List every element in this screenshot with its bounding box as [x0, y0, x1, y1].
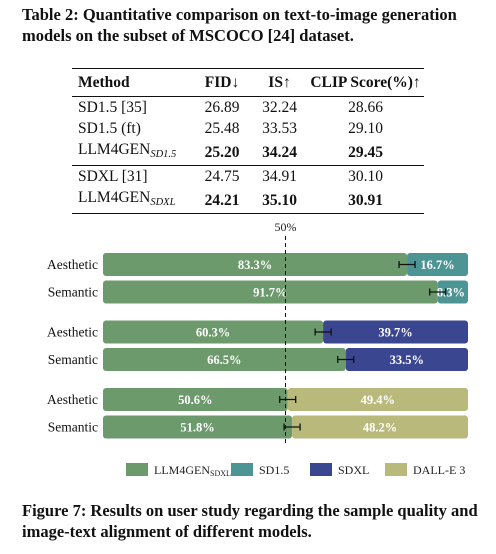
- table-body: SD1.5 [35] 26.89 32.24 28.66 SD1.5 (ft) 25.48…: [72, 97, 424, 214]
- table-row: LLM4GENSD1.5 25.20 34.24 29.45: [72, 139, 424, 166]
- clip-score-cell: 28.66: [348, 99, 383, 116]
- is-cell: 34.24: [262, 143, 297, 161]
- bar-segment-right: [292, 415, 468, 439]
- fid-cell: 24.21: [204, 191, 240, 209]
- legend-swatch: [126, 463, 148, 476]
- legend-label: SD1.5: [259, 463, 289, 477]
- bar-value-label: 33.5%: [390, 353, 424, 367]
- user-study-chart: 50% Aesthetic 83.3% 16.7% Semantic 91.7% 8.3% A…: [47, 222, 468, 478]
- fid-cell: 25.20: [204, 143, 240, 161]
- header-is: IS↑: [268, 74, 291, 91]
- is-cell: 34.91: [262, 168, 297, 185]
- row-label: Aesthetic: [47, 325, 98, 340]
- bar-segment-right: [323, 320, 468, 344]
- legend-label-subscript: SDXL: [210, 469, 231, 478]
- table-header-row: Method FID↓ IS↑ CLIP Score(%)↑: [72, 68, 424, 97]
- is-cell: 33.53: [262, 120, 297, 137]
- bar-segment-right: [287, 388, 468, 411]
- bar-value-label: 91.7%: [253, 286, 287, 300]
- method-cell: LLM4GENSD1.5: [72, 139, 192, 166]
- method-subscript: SD1.5: [150, 149, 177, 160]
- table-row: SD1.5 [35] 26.89 32.24 28.66: [72, 97, 424, 119]
- method-subscript: SDXL: [150, 197, 176, 208]
- legend-swatch: [231, 463, 253, 476]
- row-label: Semantic: [48, 420, 98, 435]
- fid-cell: 26.89: [204, 99, 240, 116]
- bar-value-label: 83.3%: [238, 258, 272, 272]
- legend-label: LLM4GENSDXL: [154, 463, 231, 478]
- results-table: Method FID↓ IS↑ CLIP Score(%)↑ SD1.5 [35…: [72, 68, 424, 214]
- row-label: Semantic: [48, 285, 98, 300]
- method-name: LLM4GEN: [78, 141, 151, 158]
- bar-value-label: 8.3%: [437, 286, 465, 300]
- table-caption: Table 2: Quantitative comparison on text…: [22, 5, 457, 45]
- header-fid: FID↓: [204, 74, 240, 91]
- method-cell: SDXL [31]: [72, 166, 192, 188]
- method-cell: SD1.5 (ft): [72, 118, 192, 139]
- row-label: Semantic: [48, 352, 98, 367]
- method-name: SD1.5 (ft): [78, 120, 141, 137]
- bar-value-label: 48.2%: [363, 421, 397, 435]
- bar-segment-left: [103, 253, 408, 276]
- reference-line-label: 50%: [275, 222, 297, 234]
- clip-score-cell: 29.10: [348, 120, 383, 137]
- method-cell: SD1.5 [35]: [72, 97, 192, 119]
- legend-label: SDXL: [338, 463, 369, 477]
- bar-segment-left: [103, 388, 288, 411]
- method-name: SD1.5 [35]: [78, 99, 147, 116]
- header-clip: CLIP Score(%)↑: [310, 74, 421, 91]
- bar-segment-right: [407, 253, 468, 276]
- is-cell: 32.24: [262, 99, 297, 116]
- bar-value-label: 51.8%: [180, 421, 214, 435]
- bar-segment-left: [103, 280, 438, 304]
- bar-value-label: 16.7%: [420, 258, 454, 272]
- bar-value-label: 39.7%: [378, 326, 412, 340]
- method-name: SDXL [31]: [78, 168, 148, 185]
- clip-score-cell: 30.10: [348, 168, 383, 185]
- method-cell: LLM4GENSDXL: [72, 187, 192, 214]
- legend-swatch: [385, 463, 407, 476]
- table-row: SD1.5 (ft) 25.48 33.53 29.10: [72, 118, 424, 139]
- legend-label: DALL-E 3: [413, 463, 465, 477]
- bar-segment-right: [345, 348, 468, 371]
- table-row: LLM4GENSDXL 24.21 35.10 30.91: [72, 187, 424, 214]
- table-row: SDXL [31] 24.75 34.91 30.10: [72, 165, 424, 188]
- fid-cell: 25.48: [204, 120, 240, 137]
- legend-swatch: [310, 463, 332, 476]
- clip-score-cell: 29.45: [348, 143, 383, 161]
- bar-value-label: 49.4%: [361, 393, 395, 407]
- is-cell: 35.10: [262, 191, 297, 209]
- figure-caption: Figure 7: Results on user study regardin…: [22, 501, 478, 541]
- row-label: Aesthetic: [47, 392, 98, 407]
- row-label: Aesthetic: [47, 257, 98, 272]
- fid-cell: 24.75: [204, 168, 240, 185]
- bar-value-label: 60.3%: [196, 326, 230, 340]
- bar-value-label: 50.6%: [178, 393, 212, 407]
- bar-segment-right: [437, 280, 468, 304]
- bar-value-label: 66.5%: [207, 353, 241, 367]
- bar-segment-left: [103, 320, 324, 344]
- clip-score-cell: 30.91: [348, 191, 383, 209]
- header-method: Method: [78, 74, 130, 91]
- bar-segment-left: [103, 415, 293, 439]
- method-name: LLM4GEN: [78, 189, 151, 206]
